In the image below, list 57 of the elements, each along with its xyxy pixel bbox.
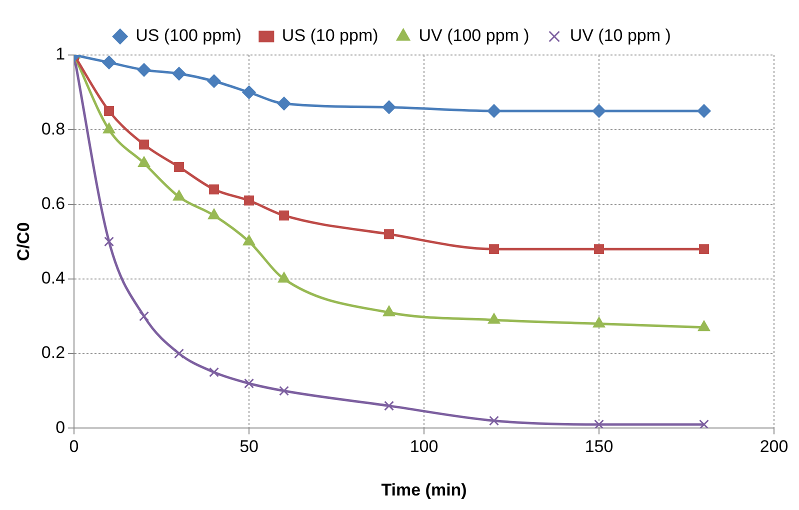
point xyxy=(104,106,114,116)
y-tick-label: 0.2 xyxy=(41,343,66,362)
point xyxy=(207,74,221,88)
point xyxy=(488,313,500,324)
legend-label: UV (100 ppm ) xyxy=(418,26,530,46)
point xyxy=(173,190,185,201)
x-tick-label: 0 xyxy=(69,437,79,456)
point xyxy=(137,63,151,77)
x-tick-label: 100 xyxy=(410,437,438,456)
point xyxy=(138,156,150,167)
x-tick-label: 50 xyxy=(240,437,258,456)
y-tick-label: 0.8 xyxy=(41,119,66,138)
point xyxy=(172,66,186,80)
point xyxy=(279,210,290,220)
legend-label: US (100 ppm) xyxy=(136,26,242,46)
point xyxy=(489,416,500,426)
point xyxy=(277,96,291,110)
y-tick-label: 1 xyxy=(56,44,66,64)
y-tick-label: 0.6 xyxy=(41,194,66,213)
point xyxy=(698,320,710,332)
y-axis-title: C/C0 xyxy=(14,222,33,261)
point xyxy=(104,236,114,247)
x-axis-title: Time (min) xyxy=(381,480,467,500)
point xyxy=(699,419,709,428)
point xyxy=(382,100,396,114)
point xyxy=(487,104,501,118)
point xyxy=(384,400,394,411)
point xyxy=(244,378,254,388)
point xyxy=(699,244,709,254)
point xyxy=(174,162,184,172)
point xyxy=(594,419,604,428)
point xyxy=(697,104,711,118)
y-tick-label: 0.4 xyxy=(41,268,66,288)
x-tick-label: 150 xyxy=(584,437,614,456)
point xyxy=(489,244,500,254)
point xyxy=(278,272,290,283)
point xyxy=(242,86,256,100)
point xyxy=(593,316,605,328)
point xyxy=(208,208,220,220)
point xyxy=(384,229,394,240)
legend-label: US (10 ppm) xyxy=(282,26,378,46)
point xyxy=(209,367,220,378)
point xyxy=(103,122,115,134)
point xyxy=(139,140,150,150)
point xyxy=(244,196,254,206)
legend-label: UV (10 ppm ) xyxy=(570,26,671,46)
point xyxy=(139,311,150,322)
point xyxy=(383,306,395,316)
point xyxy=(102,56,116,70)
point xyxy=(209,184,220,194)
point xyxy=(174,348,184,359)
point xyxy=(243,234,255,246)
point xyxy=(592,104,606,118)
y-tick-label: 0 xyxy=(56,418,66,437)
x-tick-label: 200 xyxy=(760,437,788,456)
point xyxy=(279,386,290,396)
point xyxy=(594,244,604,254)
